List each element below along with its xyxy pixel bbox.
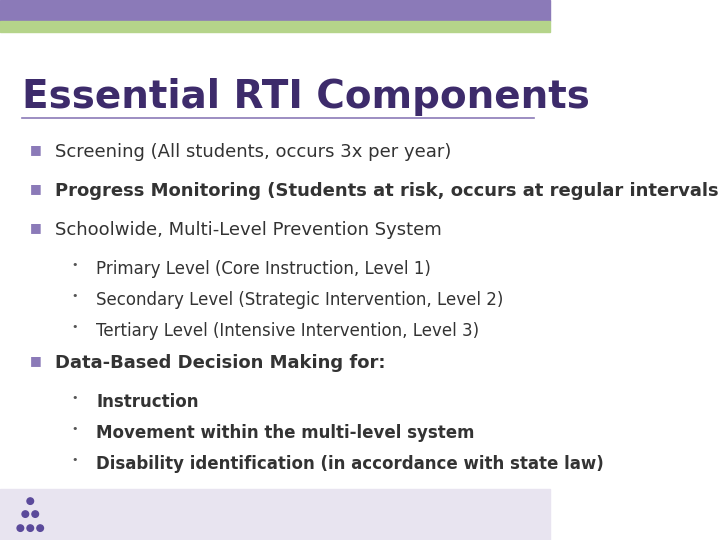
Circle shape [27, 525, 34, 531]
Text: Screening (All students, occurs 3x per year): Screening (All students, occurs 3x per y… [55, 143, 451, 161]
Text: ■: ■ [30, 354, 42, 367]
Bar [0, 21, 550, 32]
Text: •: • [71, 424, 78, 434]
Text: Progress Monitoring (Students at risk, occurs at regular intervals): Progress Monitoring (Students at risk, o… [55, 182, 720, 200]
Text: •: • [71, 393, 78, 403]
Text: Essential RTI Components: Essential RTI Components [22, 78, 590, 116]
Text: Tertiary Level (Intensive Intervention, Level 3): Tertiary Level (Intensive Intervention, … [96, 322, 480, 340]
Circle shape [32, 511, 39, 517]
Text: Disability identification (in accordance with state law): Disability identification (in accordance… [96, 455, 604, 473]
Text: •: • [71, 260, 78, 270]
Circle shape [27, 498, 34, 504]
Text: •: • [71, 455, 78, 465]
Text: National Center on
Response to Intervention: National Center on Response to Intervent… [53, 500, 183, 521]
Bar [0, 0, 550, 21]
Circle shape [17, 525, 24, 531]
Text: Data-Based Decision Making for:: Data-Based Decision Making for: [55, 354, 385, 372]
Text: ■: ■ [30, 221, 42, 234]
Bar [0, 489, 550, 540]
Text: •: • [71, 291, 78, 301]
Text: ■: ■ [30, 182, 42, 195]
Text: •: • [71, 322, 78, 333]
Text: Primary Level (Core Instruction, Level 1): Primary Level (Core Instruction, Level 1… [96, 260, 431, 278]
Text: Schoolwide, Multi-Level Prevention System: Schoolwide, Multi-Level Prevention Syste… [55, 221, 442, 239]
Text: 7: 7 [522, 507, 534, 525]
Text: Instruction: Instruction [96, 393, 199, 410]
Text: Movement within the multi-level system: Movement within the multi-level system [96, 424, 474, 442]
Circle shape [22, 511, 29, 517]
Text: ■: ■ [30, 143, 42, 156]
Circle shape [37, 525, 43, 531]
Text: Secondary Level (Strategic Intervention, Level 2): Secondary Level (Strategic Intervention,… [96, 291, 504, 309]
